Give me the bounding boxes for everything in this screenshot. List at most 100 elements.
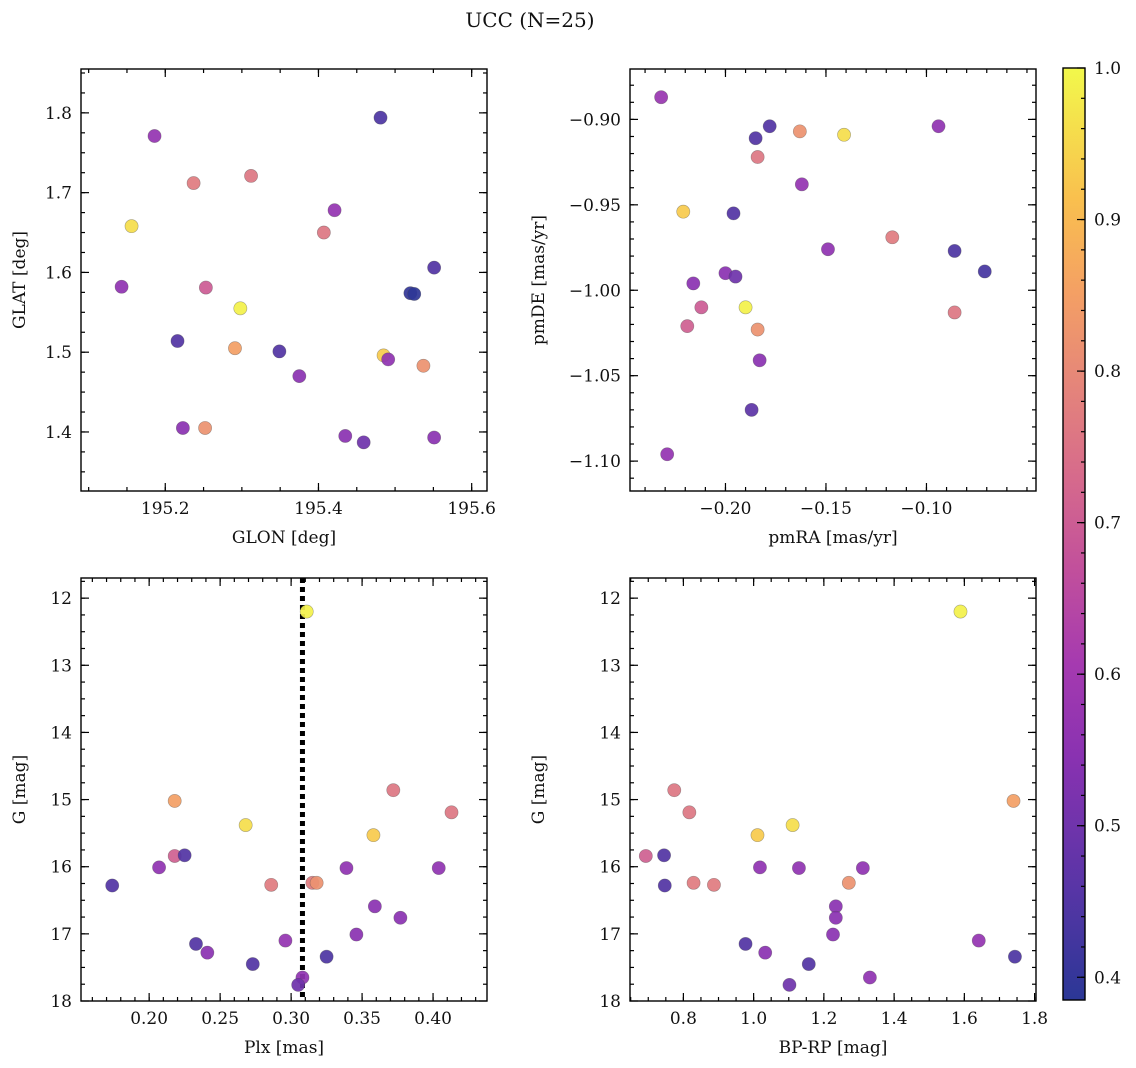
colorbar-tick-label: 0.9 <box>1094 211 1121 231</box>
y-tick-label: 1.8 <box>45 104 72 124</box>
colorbar-tick-label: 1.0 <box>1094 59 1121 79</box>
colorbar-tick-label: 0.8 <box>1094 362 1121 382</box>
data-point <box>105 878 120 893</box>
data-point <box>244 168 258 183</box>
data-point <box>885 230 900 245</box>
y-tick-label: −1.10 <box>569 452 621 472</box>
y-tick-label: 15 <box>50 791 72 811</box>
x-tick-label: 1.2 <box>810 1009 837 1029</box>
data-point <box>748 131 763 146</box>
y-tick-label: 1.7 <box>45 184 72 204</box>
data-point <box>264 877 279 892</box>
data-point <box>177 848 192 863</box>
data-point <box>407 287 422 301</box>
data-point <box>837 127 851 142</box>
panel-pmra-pmde: −0.20 −0.15 −0.10 −0.90 −0.95 −1.00 −1.05 −1.10… <box>529 68 1037 548</box>
y-tick-label: 16 <box>599 858 621 878</box>
data-point <box>189 937 203 951</box>
data-point <box>660 447 675 462</box>
figure-title: UCC (N=25) <box>465 8 594 32</box>
data-point <box>826 927 840 942</box>
data-point <box>744 402 759 417</box>
data-point <box>339 861 354 875</box>
data-point <box>752 353 767 368</box>
x-tick-label: 0.20 <box>130 1009 168 1029</box>
plot-frame <box>629 68 1037 492</box>
colorbar-frame <box>1062 67 1086 1001</box>
data-point <box>821 242 835 257</box>
data-point <box>349 927 364 942</box>
data-point <box>686 875 701 890</box>
data-point <box>841 875 856 890</box>
data-point <box>356 435 371 450</box>
data-point <box>667 783 682 798</box>
data-point <box>792 124 807 139</box>
y-tick-label: 14 <box>599 723 621 743</box>
data-point <box>186 176 201 190</box>
data-point <box>299 604 314 619</box>
data-point <box>953 604 968 619</box>
data-point <box>278 933 293 948</box>
data-point <box>170 334 185 348</box>
data-point <box>167 794 182 808</box>
panel-bprp-g: 0.8 1.0 1.2 1.4 1.6 1.8 12 13 14 15 16 17 18 BP-RP [m… <box>529 577 1048 1058</box>
data-point <box>707 877 721 892</box>
data-point <box>750 322 765 337</box>
colorbar-gradient <box>1063 68 1085 1000</box>
x-tick-label: 1.8 <box>1021 1009 1048 1029</box>
data-point <box>654 90 669 105</box>
data-point <box>738 300 753 315</box>
data-point <box>762 119 777 134</box>
data-point <box>228 341 242 356</box>
y-tick-label: 1.4 <box>45 423 72 443</box>
data-point <box>947 305 962 320</box>
y-axis-label: G [mag] <box>10 755 30 824</box>
colorbar-tick-label: 0.7 <box>1094 514 1121 534</box>
data-point <box>931 119 946 134</box>
panels: 195.2 195.4 195.6 1.4 1.5 1.6 1.7 1.8 GLON [deg]… <box>10 68 1048 1058</box>
data-point <box>801 957 816 971</box>
plot-frame <box>80 577 488 1002</box>
data-point <box>367 899 382 914</box>
y-tick-label: −0.90 <box>569 110 621 130</box>
data-point <box>147 129 162 143</box>
data-point <box>828 910 843 925</box>
y-tick-label: 13 <box>50 656 72 676</box>
x-tick-label: 195.6 <box>447 499 496 519</box>
x-axis-label: Plx [mas] <box>244 1038 324 1058</box>
x-tick-label: 0.30 <box>272 1009 310 1029</box>
x-axis-label: BP-RP [mag] <box>779 1038 888 1058</box>
data-point <box>431 861 446 875</box>
data-point <box>728 269 743 284</box>
data-point <box>694 300 709 315</box>
data-point <box>1006 794 1021 808</box>
y-tick-label: 13 <box>599 656 621 676</box>
x-axis-label: pmRA [mas/yr] <box>768 528 897 548</box>
colorbar-tick-label: 0.5 <box>1094 817 1121 837</box>
data-point <box>657 848 671 863</box>
data-point <box>680 319 695 334</box>
data-point <box>381 352 396 367</box>
colorbar: 0.4 0.5 0.6 0.7 0.8 0.9 1.0 <box>1062 59 1121 1001</box>
data-point <box>1008 949 1022 964</box>
y-tick-label: 18 <box>599 992 621 1012</box>
data-point <box>947 244 962 258</box>
data-point <box>753 860 767 875</box>
data-point <box>862 970 877 985</box>
x-tick-label: 1.0 <box>740 1009 767 1029</box>
data-point <box>750 150 765 164</box>
data-point <box>200 945 215 960</box>
data-point <box>292 369 307 384</box>
data-point <box>393 910 408 925</box>
data-point <box>338 429 353 443</box>
data-point <box>309 875 324 890</box>
x-tick-label: −0.15 <box>800 499 852 519</box>
data-point <box>427 260 442 275</box>
y-tick-label: 14 <box>50 723 72 743</box>
x-tick-label: 0.40 <box>414 1009 452 1029</box>
data-point <box>198 421 212 435</box>
y-tick-label: 18 <box>50 992 72 1012</box>
x-tick-label: −0.20 <box>699 499 751 519</box>
data-point <box>686 276 701 291</box>
x-tick-label: 195.2 <box>141 499 190 519</box>
